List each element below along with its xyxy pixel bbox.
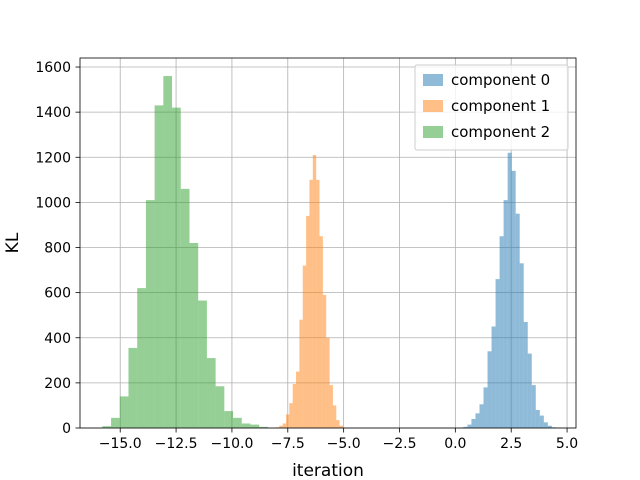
- histogram-bar: [483, 387, 488, 428]
- histogram-bar: [531, 385, 536, 428]
- legend-label: component 1: [451, 97, 550, 115]
- y-tick-label: 1600: [35, 60, 71, 76]
- histogram-bar: [279, 425, 283, 428]
- histogram-bar: [233, 417, 242, 428]
- legend-box: [414, 64, 569, 151]
- y-tick-label: 0: [62, 421, 71, 437]
- histogram-bar: [479, 404, 484, 428]
- x-tick-label: 0.0: [444, 436, 466, 452]
- series-2: [102, 76, 268, 429]
- y-tick-label: 400: [44, 331, 71, 347]
- x-tick-label: −12.5: [155, 436, 198, 452]
- histogram-bar: [250, 424, 260, 428]
- bars: [102, 76, 556, 429]
- histogram-bar: [312, 155, 317, 428]
- x-tick-label: 5.0: [556, 436, 578, 452]
- x-tick-label: 2.5: [500, 436, 522, 452]
- y-tick-label: 800: [44, 241, 71, 257]
- histogram-bar: [137, 288, 146, 428]
- histogram-bar: [282, 423, 286, 428]
- histogram-bar: [215, 386, 225, 428]
- histogram-bar: [507, 152, 512, 428]
- histogram-bar: [306, 215, 310, 428]
- histogram-bar: [292, 384, 297, 428]
- histogram-bar: [523, 321, 528, 428]
- y-axis-title: KL: [3, 232, 23, 253]
- histogram-bar: [224, 411, 234, 428]
- y-tick-label: 1200: [35, 150, 71, 166]
- histogram-bar: [119, 396, 129, 428]
- histogram-bar: [309, 179, 313, 428]
- x-tick-label: −2.5: [382, 436, 416, 452]
- histogram-bar: [527, 353, 532, 428]
- histogram-bar: [180, 188, 190, 428]
- y-axis-ticks: 0 200 400 600 800 1000 1200 1400 1600: [35, 60, 80, 437]
- histogram-bar: [259, 426, 268, 428]
- histogram-bar: [299, 319, 303, 428]
- histogram-bar: [471, 418, 476, 428]
- y-tick-label: 600: [44, 286, 71, 302]
- histogram-bar: [154, 105, 164, 428]
- x-axis-ticks: −15.0 −12.5 −10.0 −7.5 −5.0 −2.5 0.0 2.5 5.0: [99, 428, 578, 452]
- histogram-bar: [495, 279, 500, 428]
- histogram-bar: [285, 414, 290, 428]
- histogram-bar: [102, 426, 112, 428]
- histogram-bar: [499, 236, 504, 428]
- histogram-bar: [289, 403, 293, 428]
- histogram-bar: [111, 417, 120, 428]
- histogram-bar: [336, 420, 340, 428]
- histogram-bar: [296, 371, 300, 428]
- x-tick-label: −5.0: [327, 436, 361, 452]
- histogram-bar: [206, 358, 216, 428]
- y-tick-label: 1000: [35, 195, 71, 211]
- histogram-bar: [467, 424, 472, 428]
- legend-swatch: [423, 126, 443, 138]
- y-tick-label: 1400: [35, 105, 71, 121]
- histogram-bar: [319, 236, 323, 428]
- axes-frame: [79, 57, 577, 429]
- histogram-bar: [339, 425, 343, 428]
- histogram-bar: [172, 107, 181, 428]
- x-tick-label: −7.5: [271, 436, 305, 452]
- histogram-bar: [322, 294, 327, 428]
- legend-label: component 2: [451, 123, 550, 141]
- histogram-bar: [543, 422, 548, 428]
- histogram-bar: [475, 413, 480, 428]
- x-axis-title: iteration: [292, 461, 364, 480]
- y-tick-label: 200: [44, 376, 71, 392]
- histogram-bar: [128, 347, 138, 428]
- histogram-bar: [316, 179, 320, 428]
- histogram-bar: [145, 200, 155, 428]
- histogram-bar: [189, 243, 199, 428]
- histogram-bar: [163, 76, 173, 429]
- histogram-bar: [491, 326, 496, 428]
- series-0: [463, 152, 556, 428]
- histogram-bar: [503, 200, 508, 428]
- x-tick-label: −10.0: [210, 436, 253, 452]
- histogram-bar: [326, 337, 330, 428]
- histogram-bar: [547, 425, 552, 428]
- histogram-bar: [535, 409, 540, 428]
- histogram-bar: [463, 426, 468, 428]
- histogram-bar: [332, 405, 337, 428]
- legend: component 0 component 1 component 2: [414, 64, 569, 151]
- histogram-bar: [329, 385, 333, 428]
- histogram-bar: [198, 300, 207, 428]
- histogram-bar: [511, 170, 516, 428]
- histogram-bar: [241, 423, 251, 428]
- histogram-bar: [302, 265, 307, 428]
- legend-swatch: [423, 100, 443, 112]
- x-tick-label: −15.0: [99, 436, 142, 452]
- histogram-bar: [487, 351, 492, 428]
- histogram-bar: [539, 415, 544, 428]
- histogram-bar: [519, 263, 524, 428]
- legend-label: component 0: [451, 71, 550, 89]
- legend-swatch: [423, 74, 443, 86]
- histogram-bar: [515, 213, 520, 428]
- plot-frame: [79, 57, 577, 429]
- series-1: [275, 155, 343, 428]
